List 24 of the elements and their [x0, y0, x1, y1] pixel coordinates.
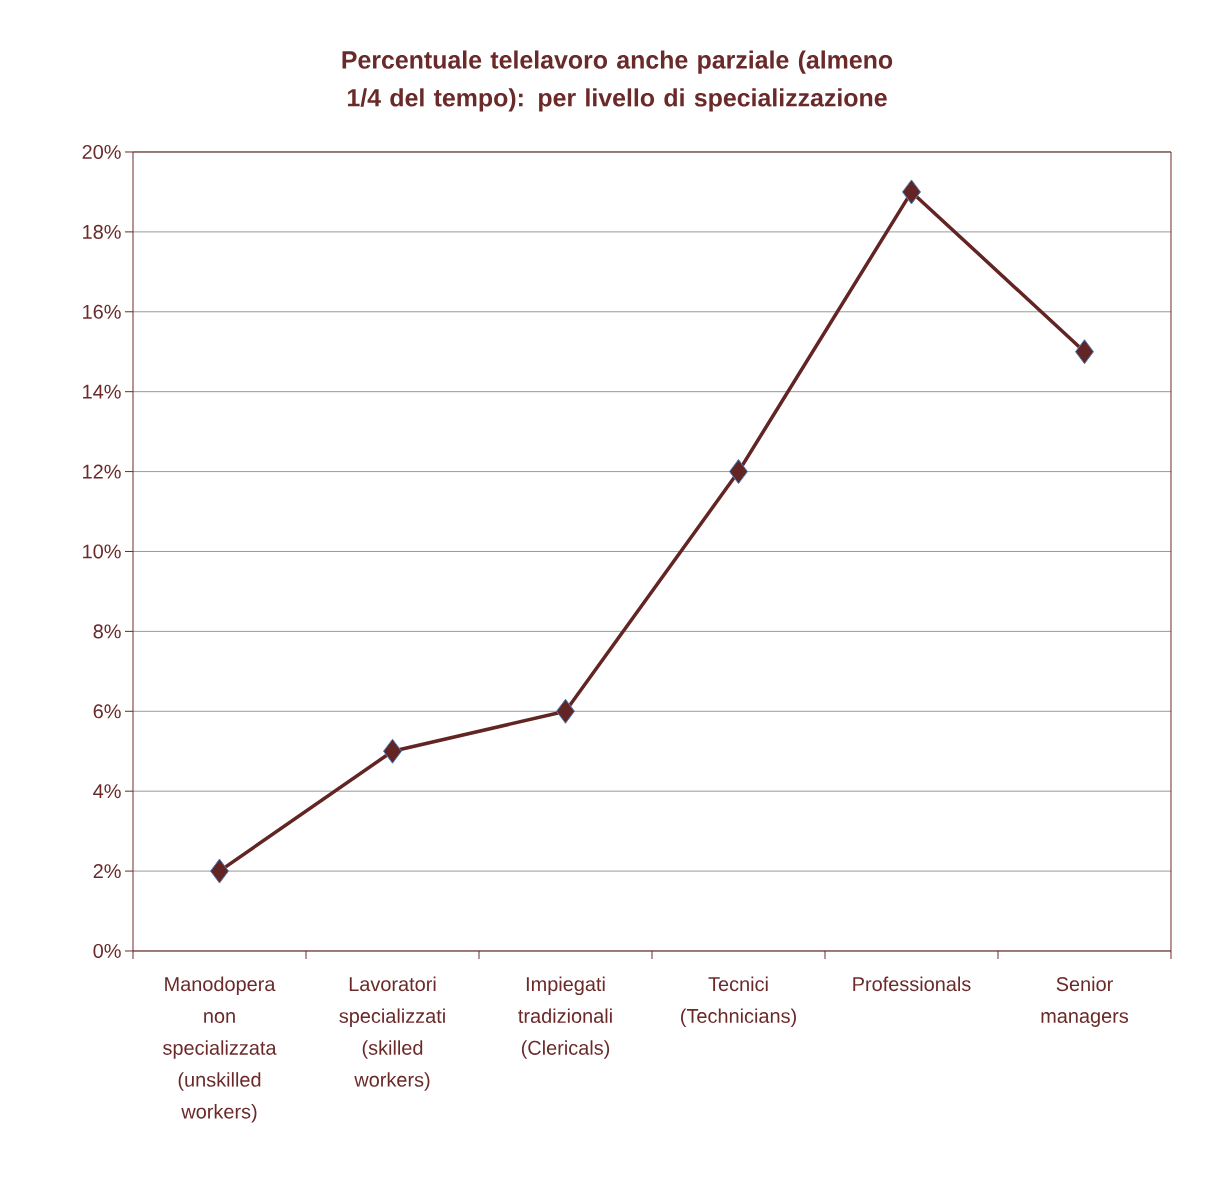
y-tick-label: 18% — [83, 224, 121, 239]
y-tick-label: 16% — [83, 304, 121, 319]
y-tick-label: 4% — [93, 784, 121, 799]
y-tick-label: 6% — [93, 704, 121, 719]
y-tick-label: 8% — [93, 624, 121, 639]
y-tick-label: 0% — [93, 943, 121, 959]
chart-title: Percentuale telelavoro anche parziale (almeno 1/4 del tempo): per livello di specializzazione — [342, 50, 893, 112]
y-tick-label: 14% — [83, 384, 121, 399]
x-tick-label: Impiegati tradizionali (Clericals) — [518, 976, 612, 1059]
point — [729, 459, 748, 485]
x-tick-label: Professionals — [853, 976, 971, 992]
x-tick-label: Manodopera non specializzata (unskilled workers) — [163, 976, 277, 1123]
y-tick-label: 10% — [83, 544, 121, 559]
point — [1074, 339, 1094, 365]
y-tick-label: 20% — [82, 144, 121, 160]
point — [556, 698, 575, 724]
x-tick-label: Tecnici (Technicians) — [681, 976, 796, 1027]
x-tick-label: Senior managers — [1041, 976, 1129, 1027]
y-tick-label: 12% — [83, 464, 121, 479]
point — [383, 738, 403, 764]
point — [210, 858, 230, 884]
y-tick-label: 2% — [93, 864, 121, 879]
x-tick-label: Lavoratori specializzati (skilled workers) — [339, 976, 445, 1091]
point — [902, 179, 921, 205]
